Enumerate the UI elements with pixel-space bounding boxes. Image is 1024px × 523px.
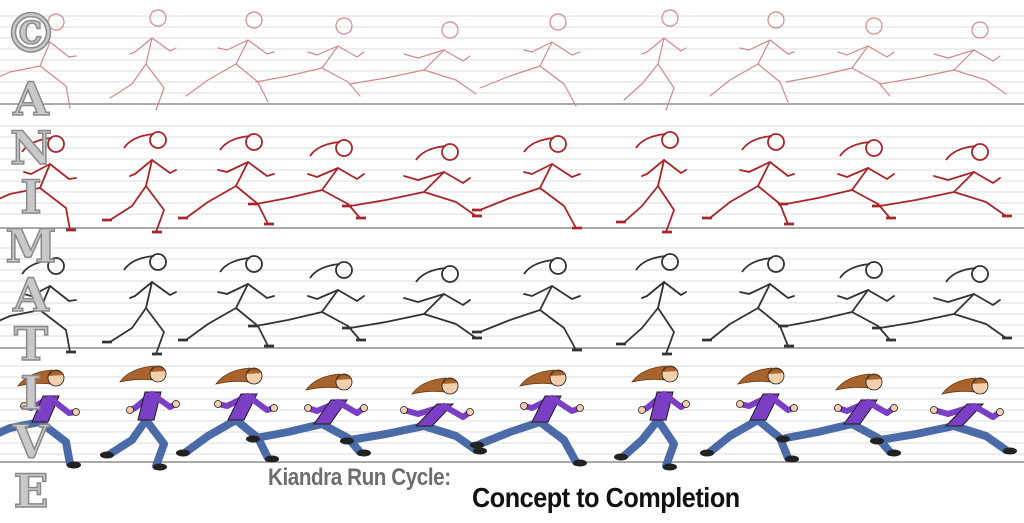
frame: [185, 11, 275, 103]
frame: [872, 143, 1012, 218]
frame: [472, 135, 582, 230]
frame: [700, 367, 799, 463]
frame: [616, 131, 687, 234]
title-line-1: Kiandra Run Cycle:: [268, 464, 451, 491]
frame: [472, 257, 582, 352]
watermark-letter: T: [13, 317, 49, 371]
frame: [342, 143, 482, 218]
watermark-letter: I: [19, 366, 42, 420]
row-tightened-sketch: [0, 131, 1012, 234]
watermark-letter: I: [19, 170, 42, 224]
watermark-letter: M: [5, 219, 57, 273]
frame: [616, 253, 687, 356]
watermark-letter: N: [9, 121, 53, 175]
watermark-letter: V: [12, 415, 49, 469]
watermark-letter: E: [13, 464, 50, 518]
frame: [248, 261, 366, 342]
frame: [709, 11, 795, 103]
watermark-copyright: ©: [3, 1, 59, 65]
frame: [479, 13, 581, 107]
frame: [0, 13, 77, 109]
frame: [470, 369, 587, 467]
frame: [102, 131, 177, 234]
frame: [778, 261, 896, 342]
guide-lines: [0, 15, 1024, 463]
frame: [342, 265, 482, 340]
watermark-letter: A: [12, 268, 49, 322]
frame: [248, 139, 366, 220]
row-rough-sketch: [0, 9, 1007, 111]
title-line-2: Concept to Completion: [472, 482, 740, 513]
figure-rows: [0, 9, 1017, 471]
watermark-letter: A: [12, 72, 49, 126]
frame: [246, 373, 371, 457]
frame: [614, 365, 690, 471]
frame: [870, 377, 1017, 455]
frame: [255, 17, 365, 97]
row-colored: [0, 365, 1017, 471]
row-clean-lineart: [0, 253, 1012, 356]
frame: [872, 265, 1012, 340]
frame: [0, 135, 77, 232]
frame: [178, 255, 275, 348]
frame: [778, 139, 896, 220]
frame: [776, 373, 901, 457]
frame: [100, 365, 180, 471]
frame: [0, 257, 77, 354]
frame: [879, 21, 1007, 95]
frame: [0, 369, 81, 469]
frame: [176, 367, 279, 463]
frame: [102, 253, 177, 356]
frame: [349, 21, 477, 95]
frame: [109, 9, 177, 111]
frame: [340, 377, 487, 455]
frame: [785, 17, 895, 97]
frame: [623, 9, 687, 111]
watermark: © A N I M A T I V E: [2, 1, 60, 518]
